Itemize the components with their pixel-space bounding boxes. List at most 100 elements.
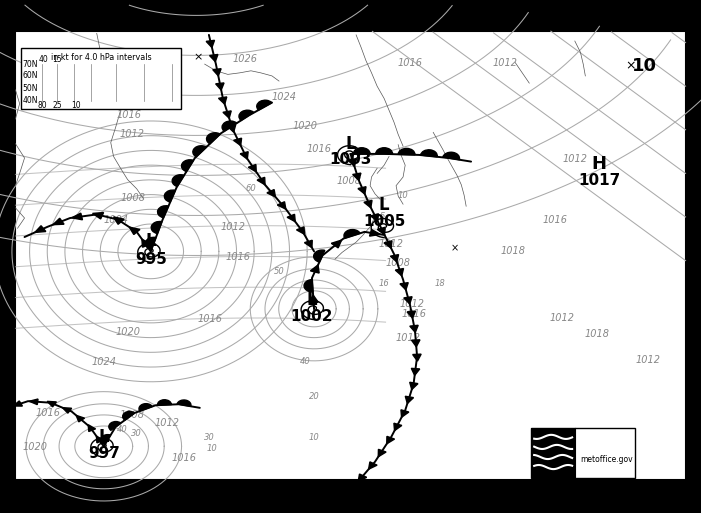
Text: 1016: 1016 <box>35 408 60 418</box>
Text: 1008: 1008 <box>386 258 411 268</box>
Text: L: L <box>379 196 390 214</box>
Polygon shape <box>76 416 85 422</box>
Text: 10: 10 <box>632 56 658 75</box>
Wedge shape <box>109 422 121 430</box>
Polygon shape <box>93 212 104 219</box>
Polygon shape <box>297 227 305 234</box>
Text: 1012: 1012 <box>395 332 421 343</box>
Wedge shape <box>139 404 152 411</box>
Bar <box>531 428 575 478</box>
Text: 1017: 1017 <box>578 173 620 188</box>
Polygon shape <box>248 165 257 172</box>
Polygon shape <box>364 201 372 208</box>
Text: 1012: 1012 <box>562 154 587 164</box>
Polygon shape <box>387 437 395 444</box>
Wedge shape <box>443 152 459 160</box>
Text: ×: × <box>193 52 203 63</box>
Wedge shape <box>421 150 437 157</box>
Wedge shape <box>239 110 254 121</box>
Text: 1026: 1026 <box>233 54 258 64</box>
Text: 30: 30 <box>203 432 215 442</box>
Wedge shape <box>376 148 393 154</box>
Text: 1004: 1004 <box>104 214 129 225</box>
Text: 20: 20 <box>308 391 320 401</box>
Text: 1016: 1016 <box>171 452 196 463</box>
Text: 1012: 1012 <box>636 355 661 365</box>
Text: 80: 80 <box>37 101 47 110</box>
Text: 10: 10 <box>397 191 409 201</box>
Wedge shape <box>193 146 206 157</box>
Bar <box>15 31 686 480</box>
Polygon shape <box>72 213 83 220</box>
Text: ×: × <box>450 244 458 254</box>
Wedge shape <box>398 148 415 155</box>
Polygon shape <box>278 202 286 209</box>
Polygon shape <box>353 173 361 181</box>
Text: 1016: 1016 <box>543 214 568 225</box>
Text: 25: 25 <box>53 101 62 110</box>
Polygon shape <box>227 125 236 132</box>
Polygon shape <box>413 354 421 361</box>
Polygon shape <box>129 227 140 234</box>
Polygon shape <box>404 297 412 304</box>
Wedge shape <box>164 190 175 202</box>
Polygon shape <box>309 295 318 303</box>
Text: 1003: 1003 <box>329 151 372 167</box>
Polygon shape <box>332 240 341 248</box>
Polygon shape <box>88 425 95 431</box>
Polygon shape <box>62 408 72 413</box>
Polygon shape <box>371 214 379 221</box>
Text: 1005: 1005 <box>363 214 405 229</box>
Polygon shape <box>233 138 242 146</box>
Text: 1016: 1016 <box>401 309 426 319</box>
Wedge shape <box>158 206 168 218</box>
Text: 1016: 1016 <box>116 110 142 121</box>
Text: 40N: 40N <box>22 96 38 105</box>
Polygon shape <box>240 152 248 159</box>
Text: 1012: 1012 <box>379 239 404 249</box>
Polygon shape <box>377 227 386 234</box>
Polygon shape <box>219 97 226 104</box>
Text: 1016: 1016 <box>397 57 423 68</box>
Text: in kt for 4.0 hPa intervals: in kt for 4.0 hPa intervals <box>50 53 151 63</box>
Text: 40: 40 <box>39 55 48 64</box>
Polygon shape <box>384 241 392 248</box>
Text: 1008: 1008 <box>336 175 362 186</box>
Text: 10: 10 <box>71 101 81 110</box>
Text: 1016: 1016 <box>226 251 251 262</box>
Polygon shape <box>410 325 418 332</box>
Text: 1020: 1020 <box>115 327 140 338</box>
Polygon shape <box>142 239 151 247</box>
Polygon shape <box>53 218 64 225</box>
Polygon shape <box>35 226 46 232</box>
Text: 1002: 1002 <box>291 309 333 324</box>
Text: 40: 40 <box>299 357 311 366</box>
Text: 1016: 1016 <box>306 144 332 154</box>
Text: 1012: 1012 <box>154 418 179 428</box>
Polygon shape <box>212 69 221 76</box>
Text: 1018: 1018 <box>501 246 526 256</box>
Wedge shape <box>151 222 162 233</box>
Polygon shape <box>390 254 399 262</box>
Text: 1008: 1008 <box>119 409 144 420</box>
Polygon shape <box>114 217 124 224</box>
Text: 1008: 1008 <box>121 192 146 203</box>
Wedge shape <box>207 133 220 144</box>
Text: metoffice.gov: metoffice.gov <box>580 455 633 464</box>
Text: 1012: 1012 <box>550 313 575 323</box>
Text: 997: 997 <box>88 446 120 461</box>
Polygon shape <box>369 229 381 236</box>
Polygon shape <box>311 265 319 273</box>
Text: 30: 30 <box>131 429 142 438</box>
Text: L: L <box>306 291 318 309</box>
Polygon shape <box>400 283 408 290</box>
Polygon shape <box>210 54 218 62</box>
Polygon shape <box>206 41 215 48</box>
Wedge shape <box>313 250 325 262</box>
Text: 1020: 1020 <box>22 442 48 452</box>
Text: H: H <box>592 155 607 173</box>
Polygon shape <box>394 423 402 430</box>
Wedge shape <box>177 400 191 406</box>
Text: L: L <box>345 134 356 153</box>
Text: 15: 15 <box>53 55 62 64</box>
